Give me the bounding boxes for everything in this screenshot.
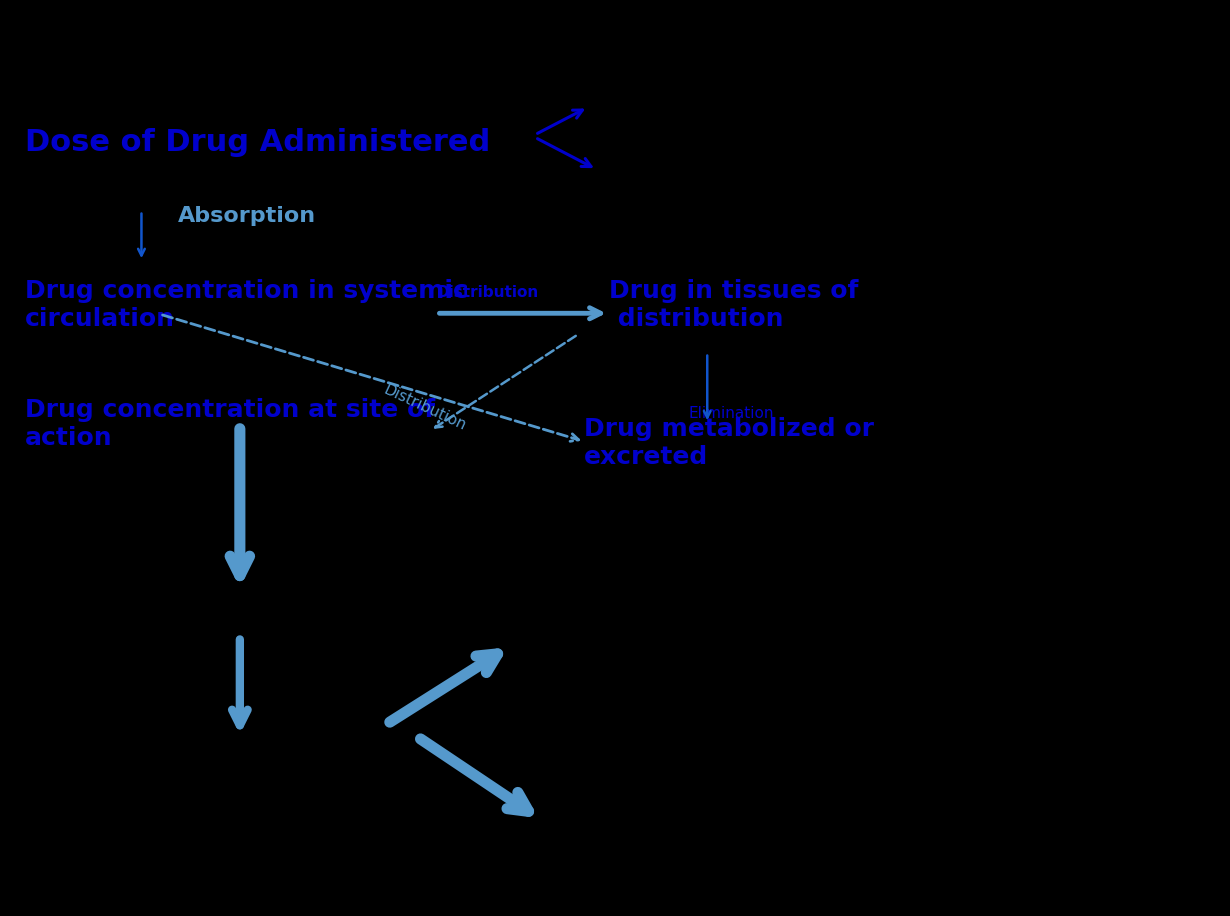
Text: Drug metabolized or
excreted: Drug metabolized or excreted [584, 417, 875, 469]
Text: Absorption: Absorption [178, 206, 316, 226]
Text: Distribution: Distribution [381, 382, 469, 433]
Text: Elimination: Elimination [689, 406, 775, 420]
Text: Dose of Drug Administered: Dose of Drug Administered [25, 128, 490, 158]
Text: Drug in tissues of
 distribution: Drug in tissues of distribution [609, 279, 859, 332]
Text: Distribution: Distribution [437, 286, 539, 300]
Text: Drug concentration in systemic
circulation: Drug concentration in systemic circulati… [25, 279, 467, 332]
Text: Drug concentration at site of
action: Drug concentration at site of action [25, 398, 434, 451]
